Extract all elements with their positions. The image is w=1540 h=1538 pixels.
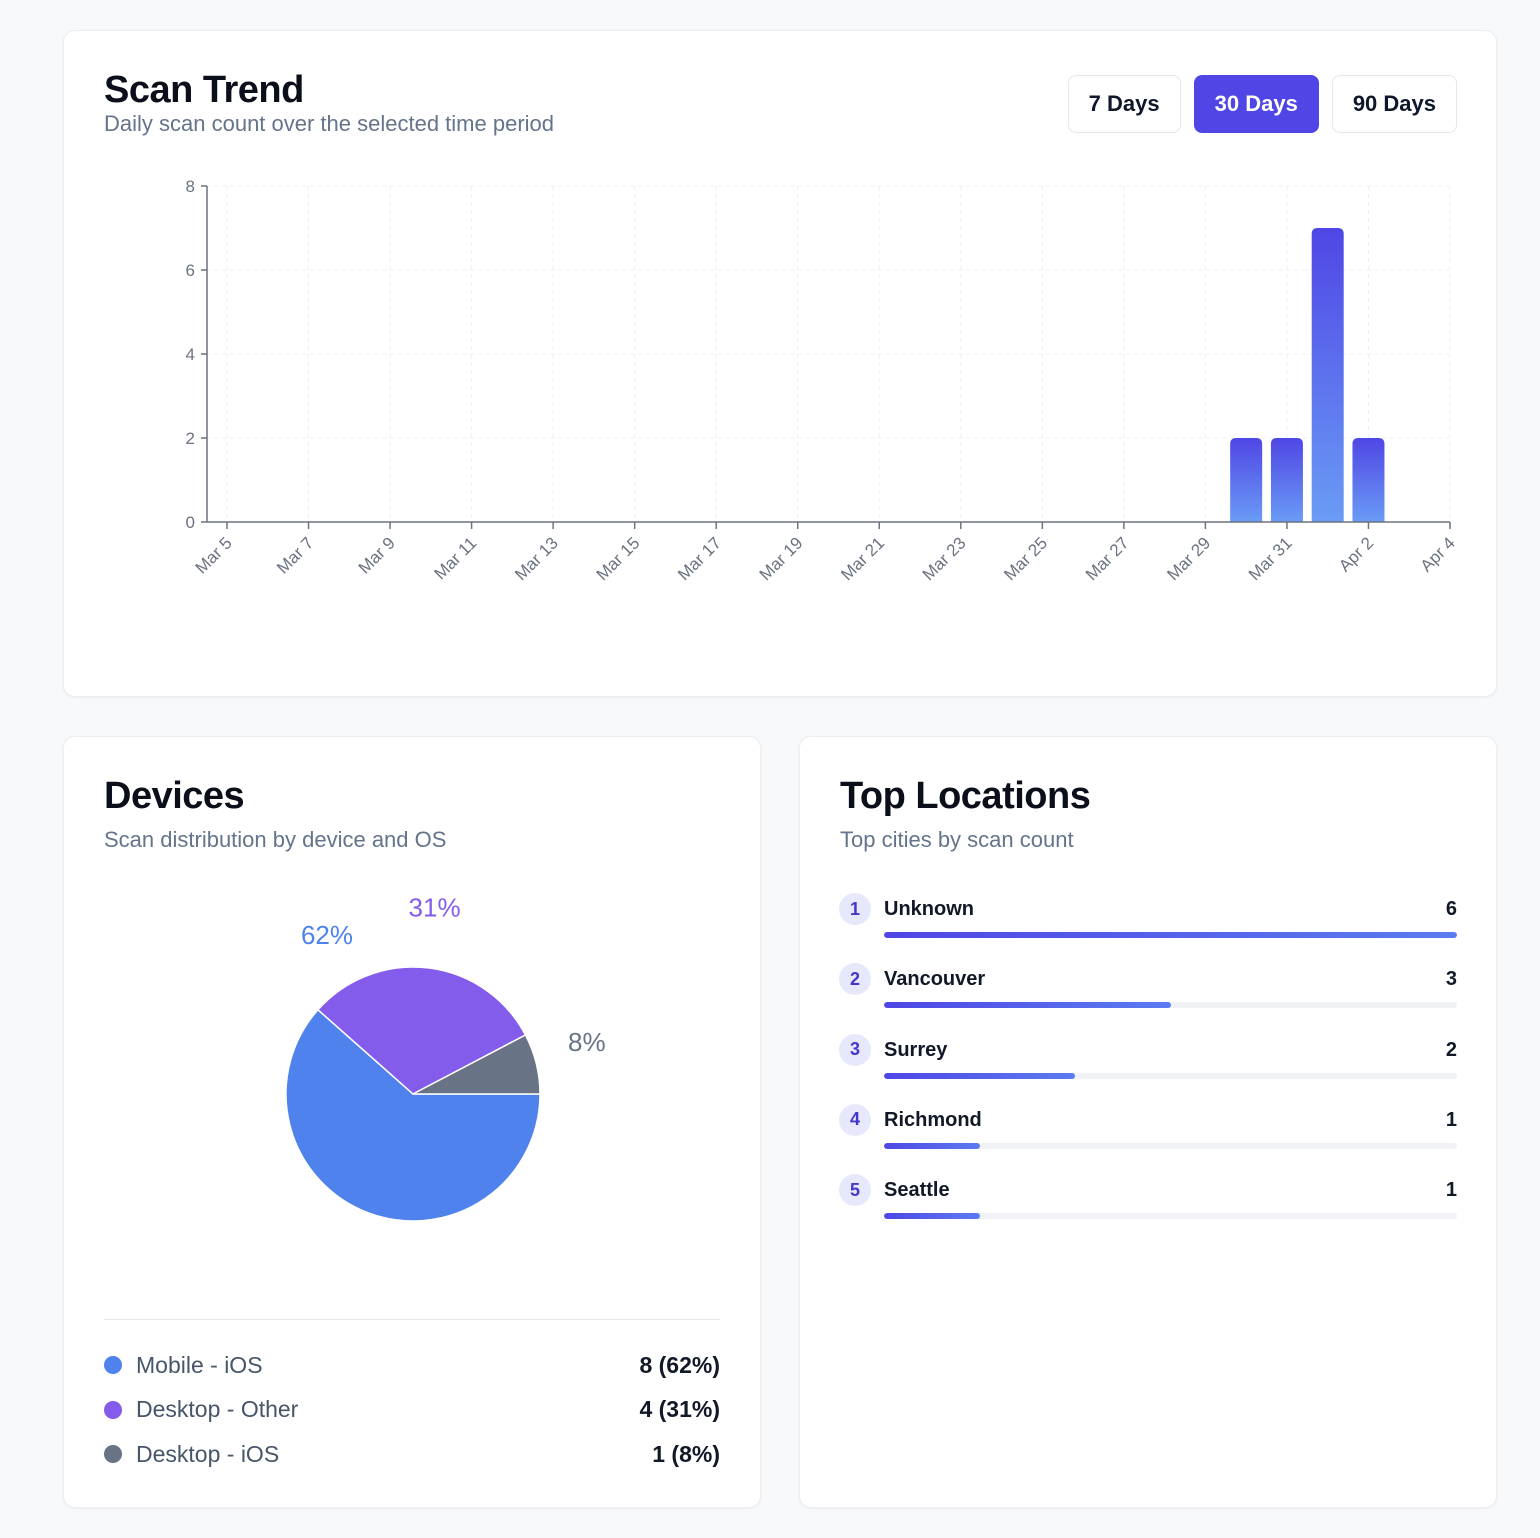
- location-bar-track: [884, 1002, 1457, 1009]
- chart-bar-apr-1[interactable]: [1311, 228, 1344, 522]
- y-tick-label: 6: [186, 261, 195, 280]
- pie-slice-desktop-ios[interactable]: [412, 1033, 541, 1095]
- location-row: 1 Unknown 6: [839, 893, 1457, 963]
- y-tick-label: 8: [186, 177, 195, 196]
- chart-bar-apr-2[interactable]: [1352, 438, 1385, 522]
- x-axis-ticks: Mar 5 Mar 7 Mar 9 Mar 11 Mar 13 Mar 15 Mar 17 M…: [192, 522, 1459, 584]
- x-tick-label: Mar 11: [430, 533, 480, 583]
- x-tick-label: Mar 5: [192, 533, 236, 577]
- location-bar-track: [884, 1072, 1457, 1079]
- x-tick-label: Mar 7: [273, 533, 317, 577]
- legend-value: 4 (31%): [639, 1396, 720, 1423]
- pie-slice-desktop-other[interactable]: [316, 966, 527, 1095]
- x-tick-label: Mar 25: [1000, 533, 1051, 584]
- x-tick-label: Mar 19: [756, 533, 807, 584]
- chart-grid: [207, 185, 1451, 522]
- location-count: 6: [1445, 898, 1457, 920]
- location-row: 2 Vancouver 3: [839, 963, 1457, 1033]
- legend-value: 1 (8%): [652, 1440, 720, 1467]
- rank-badge: 1: [839, 893, 871, 925]
- x-tick-label: Apr 4: [1417, 533, 1459, 575]
- devices-legend: Mobile - iOS 8 (62%) Desktop - Other 4 (…: [104, 1343, 720, 1477]
- legend-value: 8 (62%): [639, 1351, 720, 1378]
- location-count: 1: [1445, 1108, 1457, 1131]
- location-name: Richmond: [884, 1108, 982, 1131]
- rank-badge: 5: [839, 1174, 871, 1207]
- x-tick-label: Mar 13: [511, 533, 562, 584]
- chart-bars: [1230, 228, 1385, 522]
- legend-dot: [104, 1400, 122, 1419]
- legend-label: Desktop - iOS: [136, 1440, 280, 1467]
- location-count: 1: [1445, 1179, 1457, 1202]
- location-bar-fill: [884, 1072, 1075, 1079]
- x-tick-label: Apr 2: [1335, 533, 1377, 575]
- legend-row-desktop-ios: Desktop - iOS 1 (8%): [104, 1432, 720, 1477]
- pie-percent-label: 31%: [409, 892, 461, 922]
- range-90-days-button[interactable]: 90 Days: [1331, 75, 1457, 133]
- x-tick-label: Mar 21: [837, 533, 888, 584]
- location-bar-fill: [884, 1142, 980, 1149]
- top-locations-subtitle: Top cities by scan count: [840, 827, 1074, 852]
- x-tick-label: Mar 17: [674, 533, 725, 584]
- y-axis-ticks: 0 2 4 6 8: [186, 177, 207, 532]
- location-count: 2: [1445, 1038, 1457, 1061]
- chart-bar-mar-30[interactable]: [1230, 438, 1263, 522]
- location-bar-fill: [884, 1213, 980, 1220]
- x-tick-label: Mar 23: [919, 533, 970, 584]
- x-tick-label: Mar 31: [1245, 533, 1296, 584]
- legend-row-desktop-other: Desktop - Other 4 (31%): [104, 1388, 720, 1433]
- location-row: 4 Richmond 1: [839, 1103, 1457, 1174]
- legend-dot: [104, 1445, 122, 1464]
- legend-divider: [104, 1319, 720, 1320]
- rank-badge: 2: [839, 963, 871, 996]
- legend-label: Mobile - iOS: [136, 1351, 263, 1378]
- scan-trend-title: Scan Trend: [104, 69, 304, 111]
- location-row: 3 Surrey 2: [839, 1033, 1457, 1104]
- legend-row-mobile-ios: Mobile - iOS 8 (62%): [104, 1343, 720, 1388]
- x-tick-label: Mar 29: [1163, 533, 1214, 584]
- devices-pie-chart: 62% 31% 8%: [285, 892, 606, 1222]
- location-count: 3: [1445, 968, 1457, 991]
- location-bar-track: [884, 932, 1457, 938]
- scan-trend-subtitle: Daily scan count over the selected time …: [104, 111, 555, 136]
- location-bar-track: [884, 1142, 1457, 1149]
- x-tick-label: Mar 9: [355, 533, 399, 577]
- rank-badge: 3: [839, 1033, 871, 1066]
- pie-slice-mobile-ios[interactable]: [285, 1008, 541, 1222]
- y-tick-label: 0: [186, 513, 195, 532]
- location-name: Unknown: [884, 898, 974, 920]
- devices-subtitle: Scan distribution by device and OS: [104, 827, 447, 852]
- locations-list: 1 Unknown 6 2 Vancouver 3 3 Surrey 2 4 R…: [839, 893, 1457, 1244]
- location-name: Vancouver: [884, 968, 986, 991]
- legend-dot: [104, 1356, 122, 1375]
- range-7-days-button[interactable]: 7 Days: [1067, 75, 1181, 133]
- devices-card: Devices Scan distribution by device and …: [63, 736, 761, 1508]
- location-bar-fill: [884, 1002, 1171, 1009]
- rank-badge: 4: [839, 1103, 871, 1136]
- devices-title: Devices: [104, 775, 245, 817]
- x-tick-label: Mar 15: [593, 533, 644, 584]
- y-tick-label: 2: [186, 429, 195, 448]
- top-locations-title: Top Locations: [840, 775, 1091, 817]
- location-row: 5 Seattle 1: [839, 1174, 1457, 1244]
- range-30-days-button[interactable]: 30 Days: [1193, 75, 1319, 133]
- time-range-selector: 7 Days 30 Days 90 Days: [1067, 75, 1457, 133]
- location-name: Surrey: [884, 1038, 948, 1061]
- location-bar-fill: [884, 932, 1457, 938]
- y-tick-label: 4: [186, 345, 195, 364]
- x-tick-label: Mar 27: [1082, 533, 1133, 584]
- pie-percent-label: 8%: [568, 1027, 606, 1057]
- legend-label: Desktop - Other: [136, 1396, 299, 1423]
- location-bar-track: [884, 1213, 1457, 1220]
- scan-trend-card: Scan Trend Daily scan count over the sel…: [63, 30, 1497, 697]
- pie-percent-label: 62%: [301, 920, 353, 950]
- chart-bar-mar-31[interactable]: [1270, 438, 1303, 522]
- location-name: Seattle: [884, 1179, 950, 1202]
- top-locations-card: Top Locations Top cities by scan count 1…: [799, 736, 1497, 1508]
